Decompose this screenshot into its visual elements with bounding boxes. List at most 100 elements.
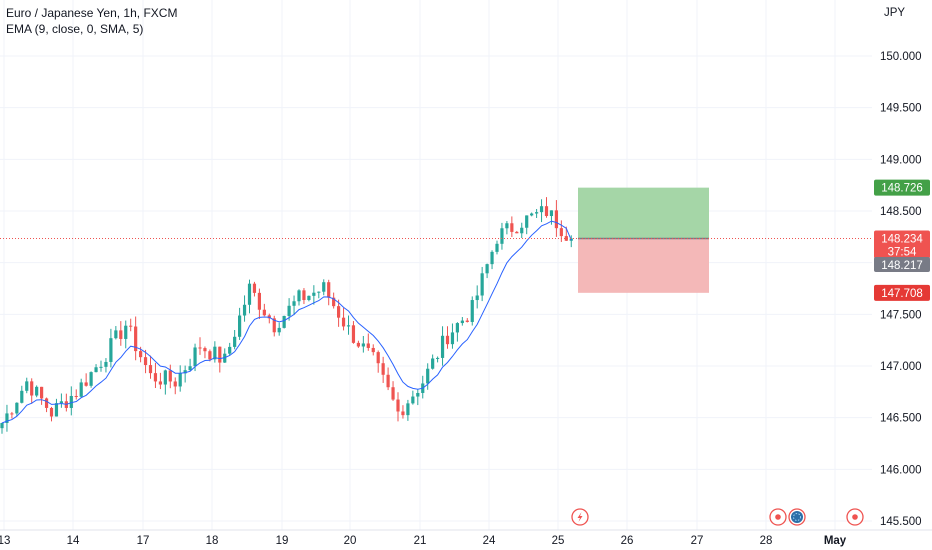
x-tick-label: 19 [276, 535, 289, 547]
candle-body [406, 403, 410, 416]
candle-body [312, 292, 316, 296]
y-tick-label: 149.000 [880, 154, 922, 166]
globe-event-icon[interactable] [788, 508, 806, 526]
candle-body [134, 326, 138, 352]
chart-legend: Euro / Japanese Yen, 1h, FXCM EMA (9, cl… [6, 5, 177, 37]
indicator-label[interactable]: EMA (9, close, 0, SMA, 5) [6, 22, 144, 36]
current-price-badge-bg [874, 230, 930, 259]
candle-body [416, 392, 420, 397]
candle-body [242, 304, 247, 316]
symbol-title[interactable]: Euro / Japanese Yen, 1h, FXCM [6, 6, 178, 20]
candle-body [203, 348, 207, 352]
candle-body [25, 381, 29, 391]
event-icon-dot [852, 514, 858, 520]
candle-body [139, 351, 143, 358]
candle-body [346, 325, 351, 327]
candle-body [376, 352, 380, 364]
candle-body [525, 215, 529, 228]
candle-body [40, 386, 44, 399]
candle-body [257, 292, 261, 310]
candle-body [272, 318, 276, 333]
position-zones[interactable] [578, 187, 709, 293]
candle-body [317, 291, 321, 293]
lightning-icon[interactable] [571, 508, 589, 526]
event-flag-icon[interactable] [769, 508, 787, 526]
candle-body [109, 338, 113, 362]
candle-body [520, 227, 524, 234]
candle-body [124, 325, 128, 339]
candle-body [470, 300, 474, 322]
candle-body [460, 320, 464, 324]
candle-body [436, 357, 440, 359]
candle-body [381, 363, 385, 375]
candle-body [163, 370, 167, 385]
candle-body [15, 402, 19, 414]
candle-body [485, 264, 489, 274]
candle-body [480, 273, 484, 296]
globe-icon-detail [793, 513, 801, 521]
candle-body [426, 368, 430, 384]
candle-body [54, 403, 59, 417]
y-tick-label: 147.000 [880, 361, 922, 373]
candle-body [228, 346, 232, 354]
event-flag-icon[interactable] [846, 508, 864, 526]
candle-body [564, 236, 568, 241]
y-tick-label: 147.500 [880, 309, 922, 321]
x-tick-label: 27 [691, 535, 704, 547]
candle-body [341, 317, 346, 327]
x-tick-label: 28 [760, 535, 773, 547]
take-profit-zone[interactable] [578, 187, 709, 239]
candle-body [74, 395, 78, 397]
candle-body [500, 228, 504, 244]
candle-body [332, 297, 336, 307]
candle-body [371, 347, 375, 353]
candle-body [188, 366, 192, 371]
candle-body [158, 381, 162, 385]
candle-body [302, 290, 306, 301]
candle-body [20, 390, 24, 403]
candle-body [475, 295, 479, 301]
x-tick-label: 24 [483, 535, 496, 547]
candle-body [49, 407, 54, 417]
candle-body [10, 413, 14, 415]
candle-body [554, 210, 558, 229]
x-tick-label: 13 [0, 535, 10, 547]
x-tick-label: May [824, 535, 847, 547]
candle-body [455, 323, 459, 333]
candle-body [282, 315, 286, 328]
candle-body [89, 372, 93, 386]
candle-body [396, 399, 400, 412]
target-price-badge-bg [874, 179, 930, 196]
candle-body [0, 422, 4, 429]
y-tick-label: 150.000 [880, 51, 922, 63]
candle-body [143, 357, 148, 366]
candle-body [247, 283, 252, 305]
stop-loss-zone[interactable] [578, 238, 709, 293]
x-tick-label: 17 [137, 535, 150, 547]
candle-body [183, 370, 187, 374]
y-tick-label: 146.500 [880, 413, 922, 425]
candle-body [193, 347, 197, 367]
stop-price-badge-bg [874, 284, 930, 301]
candle-body [515, 231, 519, 234]
candle-body [440, 335, 445, 358]
current-price-badge-text: 148.234 [881, 233, 923, 245]
candle-body [5, 413, 9, 423]
candle-body [148, 365, 153, 374]
candle-body [287, 305, 291, 316]
time-scale[interactable]: 13 14 17 18 19 20 21 24 25 26 27 28 May [0, 529, 932, 547]
candle-body [386, 374, 390, 388]
event-markers[interactable] [571, 508, 864, 526]
candle-body [356, 342, 360, 347]
target-price-badge: 148.726 [874, 179, 930, 196]
x-tick-label: 21 [414, 535, 427, 547]
candle-body [505, 223, 509, 229]
candle-body [510, 223, 514, 232]
candle-body [59, 401, 63, 404]
y-tick-label: 146.000 [880, 464, 922, 476]
candle-body [549, 210, 554, 217]
stop-price-badge-text: 147.708 [881, 288, 923, 300]
